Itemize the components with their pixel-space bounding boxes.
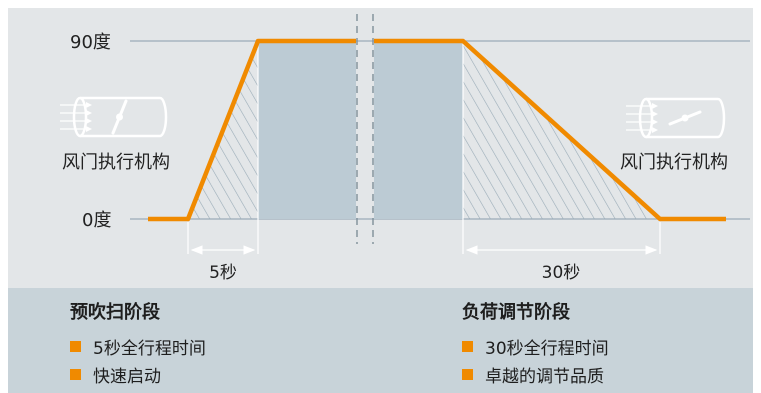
position-curve-left bbox=[148, 38, 356, 222]
damper-closed-icon bbox=[626, 97, 726, 139]
actuator-label-left: 风门执行机构 bbox=[62, 152, 170, 173]
legend-item-text: 30秒全行程时间 bbox=[485, 338, 609, 359]
legend-item: 5秒全行程时间 bbox=[70, 332, 206, 360]
label-0-degrees: 0度 bbox=[82, 210, 111, 231]
duration-label-left: 5秒 bbox=[209, 263, 237, 283]
label-90-degrees: 90度 bbox=[70, 32, 111, 53]
legend-preflush-phase: 预吹扫阶段 5秒全行程时间 快速启动 bbox=[70, 300, 206, 388]
duration-label-right: 30秒 bbox=[542, 263, 581, 283]
legend-load-control-phase: 负荷调节阶段 30秒全行程时间 卓越的调节品质 bbox=[462, 300, 609, 388]
bottom-band bbox=[8, 288, 753, 393]
legend-item: 卓越的调节品质 bbox=[462, 360, 609, 388]
actuator-label-right: 风门执行机构 bbox=[620, 152, 728, 173]
damper-open-icon bbox=[60, 96, 168, 138]
position-curve-right bbox=[374, 38, 726, 222]
orange-square-bullet-icon bbox=[70, 368, 81, 380]
legend-title-load-control: 负荷调节阶段 bbox=[462, 302, 570, 323]
legend-item-text: 卓越的调节品质 bbox=[485, 366, 604, 387]
orange-square-bullet-icon bbox=[462, 340, 473, 352]
legend-item: 30秒全行程时间 bbox=[462, 332, 609, 360]
legend-title-preflush: 预吹扫阶段 bbox=[70, 302, 160, 323]
orange-square-bullet-icon bbox=[462, 368, 473, 380]
full-open-area-left bbox=[258, 41, 356, 219]
legend-item-text: 快速启动 bbox=[93, 366, 161, 387]
legend-item-text: 5秒全行程时间 bbox=[93, 338, 206, 359]
legend-item: 快速启动 bbox=[70, 360, 206, 388]
orange-square-bullet-icon bbox=[70, 340, 81, 352]
full-open-area-right bbox=[374, 41, 463, 219]
